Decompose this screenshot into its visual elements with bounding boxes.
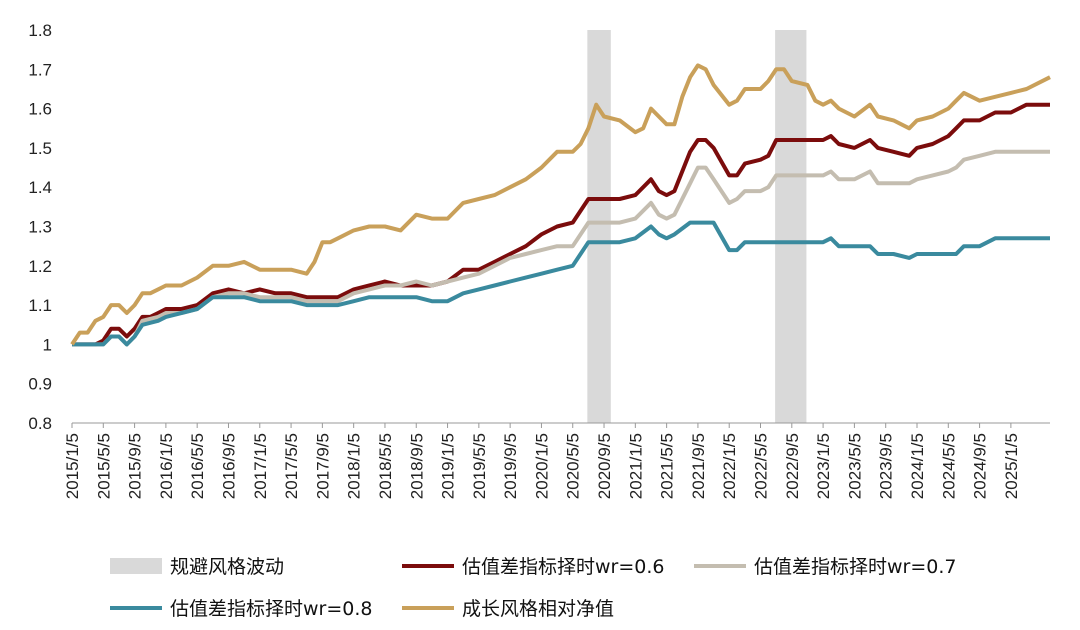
legend-swatch-wr07 bbox=[694, 563, 746, 568]
y-tick-label: 1.1 bbox=[28, 296, 52, 315]
x-tick-label: 2016/1/5 bbox=[157, 433, 176, 499]
x-tick-label: 2015/9/5 bbox=[126, 433, 145, 499]
series-line-2 bbox=[72, 220, 1050, 347]
legend-item-wr08: 估值差指标择时wr=0.8 bbox=[110, 594, 373, 621]
x-tick-label: 2020/5/5 bbox=[564, 433, 583, 499]
x-tick-label: 2018/5/5 bbox=[376, 433, 395, 499]
x-tick-label: 2016/5/5 bbox=[188, 433, 207, 499]
shaded-region bbox=[775, 30, 807, 423]
x-tick-label: 2023/9/5 bbox=[877, 433, 896, 499]
x-tick-label: 2016/9/5 bbox=[219, 433, 238, 499]
y-tick-label: 1.2 bbox=[28, 257, 52, 276]
x-tick-label: 2018/1/5 bbox=[345, 433, 364, 499]
legend-item-wr07: 估值差指标择时wr=0.7 bbox=[694, 552, 957, 579]
x-tick-label: 2019/9/5 bbox=[501, 433, 520, 499]
x-tick-label: 2025/1/5 bbox=[1002, 433, 1021, 499]
line-chart: 0.8 0.9 1 1.1 1.2 1.3 1.4 1.5 1.6 1.7 1.8 2015/1/5… bbox=[28, 21, 1051, 499]
x-tick-label: 2020/9/5 bbox=[595, 433, 614, 499]
x-tick-label: 2024/9/5 bbox=[971, 433, 990, 499]
x-tick-label: 2023/1/5 bbox=[814, 433, 833, 499]
legend-label: 规避风格波动 bbox=[170, 556, 285, 578]
y-tick-label: 1.7 bbox=[28, 60, 52, 79]
y-tick-label: 1.5 bbox=[28, 139, 52, 158]
x-tick-label: 2020/1/5 bbox=[532, 433, 551, 499]
legend-label: 估值差指标择时wr=0.6 bbox=[462, 556, 665, 578]
x-tick-label: 2024/5/5 bbox=[939, 433, 958, 499]
series-line-0 bbox=[72, 102, 1050, 347]
x-tick-label: 2018/9/5 bbox=[407, 433, 426, 499]
x-tick-label: 2021/9/5 bbox=[689, 433, 708, 499]
x-tick-label: 2017/9/5 bbox=[313, 433, 332, 499]
y-tick-label: 1.8 bbox=[28, 21, 52, 40]
legend-swatch-wr08 bbox=[110, 605, 162, 610]
series-line-3 bbox=[70, 63, 1051, 346]
x-tick-label: 2022/9/5 bbox=[783, 433, 802, 499]
y-tick-label: 1.6 bbox=[28, 100, 52, 119]
series-lines bbox=[70, 63, 1051, 347]
y-tick-label: 1.3 bbox=[28, 218, 52, 237]
x-tick-label: 2017/5/5 bbox=[282, 433, 301, 499]
y-tick-label: 1 bbox=[43, 335, 52, 354]
x-tick-label: 2017/1/5 bbox=[251, 433, 270, 499]
x-axis: 2015/1/5 2015/5/5 2015/9/5 2016/1/5 2016/5/5… bbox=[63, 422, 1050, 499]
x-tick-label: 2019/5/5 bbox=[470, 433, 489, 499]
shaded-regions bbox=[587, 30, 807, 423]
x-tick-label: 2019/1/5 bbox=[439, 433, 458, 499]
x-tick-label: 2024/1/5 bbox=[908, 433, 927, 499]
y-tick-label: 0.8 bbox=[28, 414, 52, 433]
shaded-region bbox=[587, 30, 611, 423]
legend-swatch-shaded bbox=[110, 557, 162, 574]
y-tick-label: 1.4 bbox=[28, 178, 52, 197]
y-tick-label: 0.9 bbox=[28, 375, 52, 394]
legend-label: 成长风格相对净值 bbox=[462, 598, 615, 620]
legend-item-growth: 成长风格相对净值 bbox=[402, 594, 614, 621]
x-tick-label: 2015/5/5 bbox=[94, 433, 113, 499]
x-tick-label: 2021/5/5 bbox=[658, 433, 677, 499]
legend-swatch-growth bbox=[402, 605, 454, 610]
legend-label: 估值差指标择时wr=0.7 bbox=[754, 556, 957, 578]
x-tick-label: 2023/5/5 bbox=[845, 433, 864, 499]
x-tick-label: 2021/1/5 bbox=[626, 433, 645, 499]
x-tick-label: 2022/5/5 bbox=[752, 433, 771, 499]
legend-item-wr06: 估值差指标择时wr=0.6 bbox=[402, 552, 665, 579]
legend: 规避风格波动 估值差指标择时wr=0.6 估值差指标择时wr=0.7 估值差指标… bbox=[0, 540, 1080, 630]
x-tick-label: 2022/1/5 bbox=[720, 433, 739, 499]
y-axis: 0.8 0.9 1 1.1 1.2 1.3 1.4 1.5 1.6 1.7 1.8 bbox=[28, 21, 52, 433]
legend-swatch-wr06 bbox=[402, 563, 454, 568]
legend-item-shaded: 规避风格波动 bbox=[110, 552, 284, 579]
legend-label: 估值差指标择时wr=0.8 bbox=[170, 598, 373, 620]
x-tick-label: 2015/1/5 bbox=[63, 433, 82, 499]
series-line-1 bbox=[72, 149, 1050, 347]
